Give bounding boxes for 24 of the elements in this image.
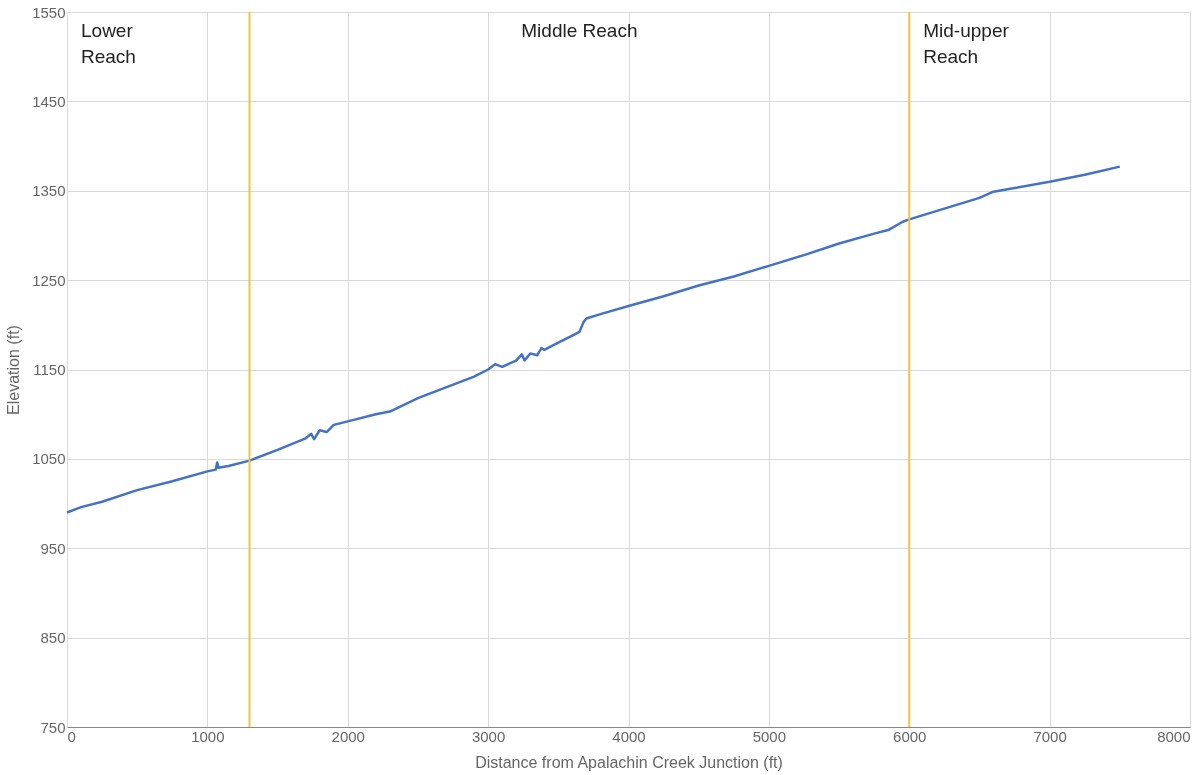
x-tick-label: 0 (67, 727, 76, 745)
x-tick-label: 6000 (893, 727, 927, 745)
x-tick-label: 5000 (752, 727, 787, 745)
x-tick-label: 1000 (191, 727, 225, 745)
x-tick-label: 8000 (1157, 727, 1191, 745)
y-tick-label: 1150 (33, 361, 66, 378)
x-tick-label: 4000 (612, 727, 646, 745)
x-axis-title: Distance from Apalachin Creek Junction (ft) (475, 753, 783, 771)
x-tick-label: 3000 (471, 727, 506, 745)
y-tick-label: 850 (40, 629, 66, 647)
y-tick-label: 1350 (32, 182, 66, 200)
y-tick-label: 950 (40, 539, 66, 557)
y-tick-label: 750 (40, 718, 66, 736)
x-tick-label: 2000 (331, 727, 365, 745)
annotation: Lower Reach (81, 20, 136, 67)
y-axis-title: Elevation (ft) (5, 325, 23, 415)
y-tick-label: 1050 (32, 450, 66, 468)
annotation: Mid-upper Reach (923, 20, 1010, 67)
y-tick-label: 1450 (32, 92, 66, 110)
y-tick-label: 1250 (32, 271, 66, 289)
line-series (65, 165, 1122, 514)
y-tick-label: 1550 (32, 3, 66, 21)
x-tick-label: 7000 (1033, 727, 1067, 745)
annotation: Middle Reach (521, 20, 638, 41)
